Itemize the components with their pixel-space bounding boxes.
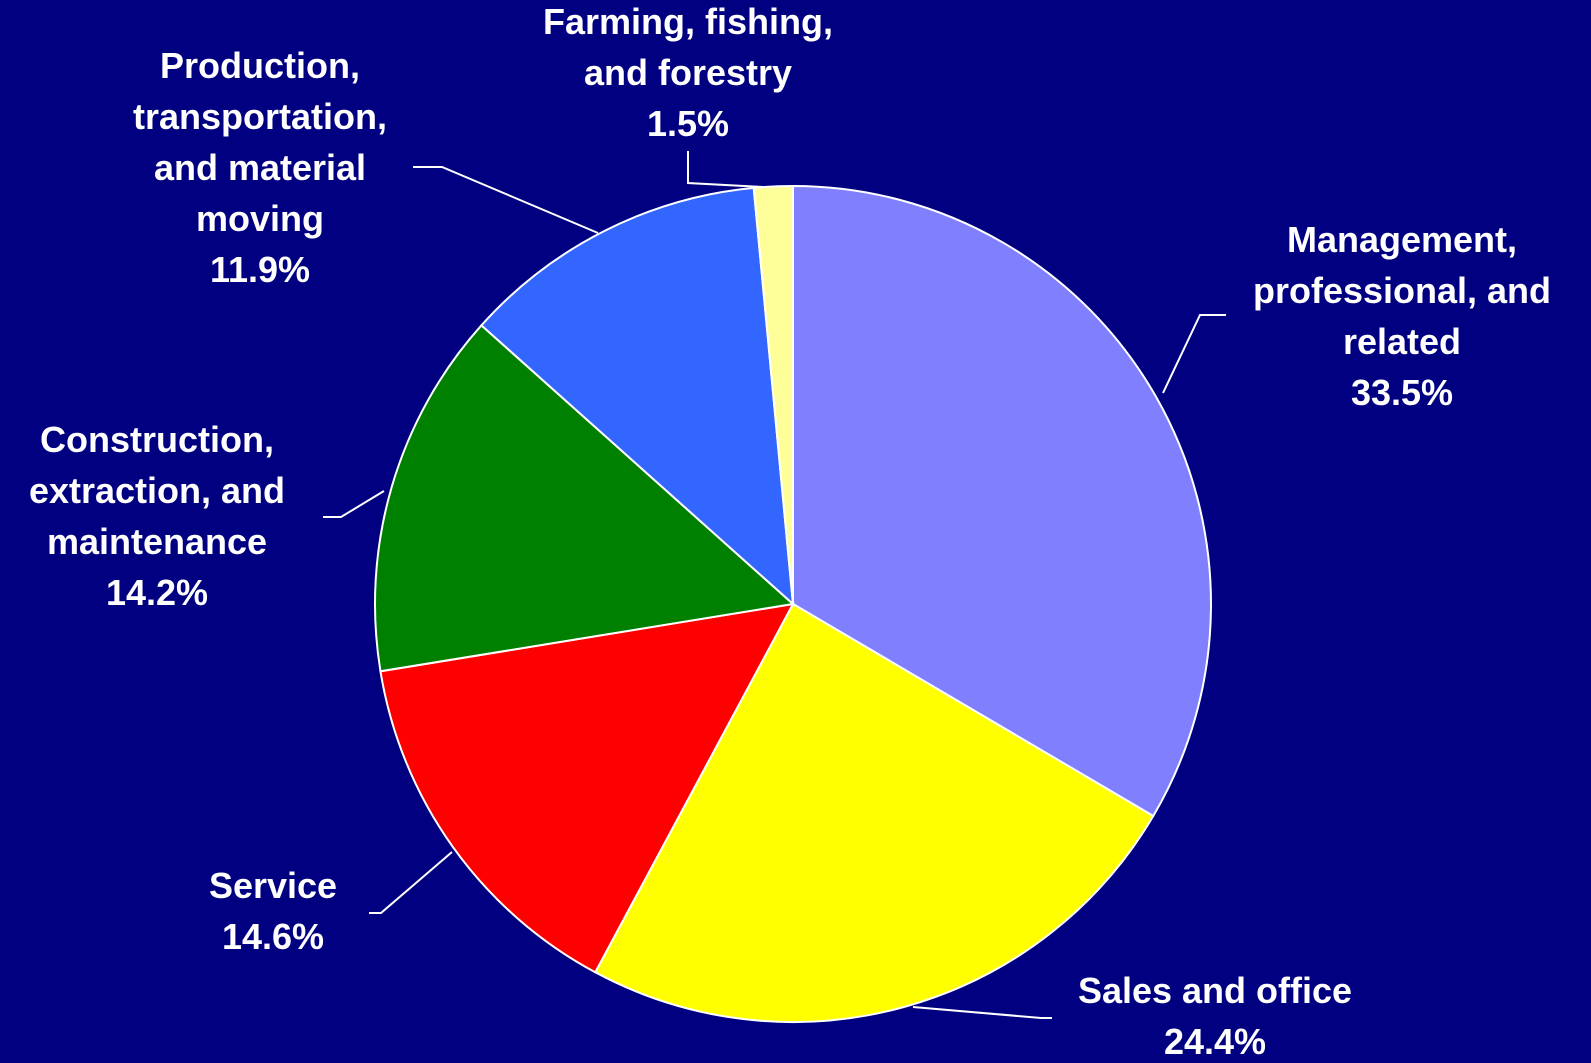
labels-layer: Management, professional, and related 33.5%… bbox=[29, 1, 1551, 1062]
slice-value-label: 24.4% bbox=[1164, 1021, 1266, 1062]
slice-category-label: Production, bbox=[160, 45, 360, 86]
slice-label-production-transportation-and-material-moving: Production, transportation, and material mo… bbox=[133, 45, 387, 290]
slice-category-label: Management, bbox=[1287, 219, 1517, 260]
slice-category-label: extraction, and bbox=[29, 470, 285, 511]
slice-label-sales-and-office: Sales and office 24.4% bbox=[1078, 970, 1352, 1062]
leader-lines-layer bbox=[323, 151, 1226, 1019]
pie-slice-construction-extraction-and-maintenance bbox=[374, 323, 796, 673]
slice-label-service: Service 14.6% bbox=[209, 865, 337, 957]
leader-line-sales-and-office bbox=[912, 1006, 1052, 1019]
slice-category-label: and forestry bbox=[584, 52, 792, 93]
slice-category-label: professional, and bbox=[1253, 270, 1551, 311]
slice-value-label: 33.5% bbox=[1351, 372, 1453, 413]
slice-value-label: 14.2% bbox=[106, 572, 208, 613]
slice-value-label: 11.9% bbox=[210, 249, 310, 290]
pie-slice-service bbox=[379, 602, 795, 974]
leader-line-farming-fishing-and-forestry bbox=[687, 151, 764, 188]
pie-slice-farming-fishing-and-forestry bbox=[752, 184, 794, 605]
slice-category-label: Construction, bbox=[40, 419, 274, 460]
leader-line-construction-extraction-and-maintenance bbox=[323, 490, 385, 518]
slice-value-label: 1.5% bbox=[647, 103, 729, 144]
slice-category-label: moving bbox=[196, 198, 324, 239]
slice-category-label: and material bbox=[154, 147, 366, 188]
slice-category-label: maintenance bbox=[47, 521, 267, 562]
slice-category-label: Sales and office bbox=[1078, 970, 1352, 1011]
slice-category-label: transportation, bbox=[133, 96, 387, 137]
leader-line-service bbox=[369, 851, 453, 914]
leader-line-management-professional-and-related bbox=[1162, 314, 1226, 394]
slice-label-farming-fishing-and-forestry: Farming, fishing, and forestry 1.5% bbox=[543, 1, 833, 144]
leader-line-production-transportation-and-material-moving bbox=[413, 166, 599, 234]
pie-slice-production-transportation-and-material-moving bbox=[480, 186, 795, 607]
slice-label-management-professional-and-related: Management, professional, and related 33.5% bbox=[1253, 219, 1551, 413]
slice-category-label: Service bbox=[209, 865, 337, 906]
slices-layer bbox=[374, 184, 1212, 1023]
slice-label-construction-extraction-and-maintenance: Construction, extraction, and maintenance 1… bbox=[29, 419, 285, 613]
pie-slice-sales-and-office bbox=[593, 602, 1155, 1023]
slice-category-label: related bbox=[1343, 321, 1461, 362]
slice-category-label: Farming, fishing, bbox=[543, 1, 833, 42]
pie-slice-management-professional-and-related bbox=[792, 184, 1212, 818]
slice-value-label: 14.6% bbox=[222, 916, 324, 957]
